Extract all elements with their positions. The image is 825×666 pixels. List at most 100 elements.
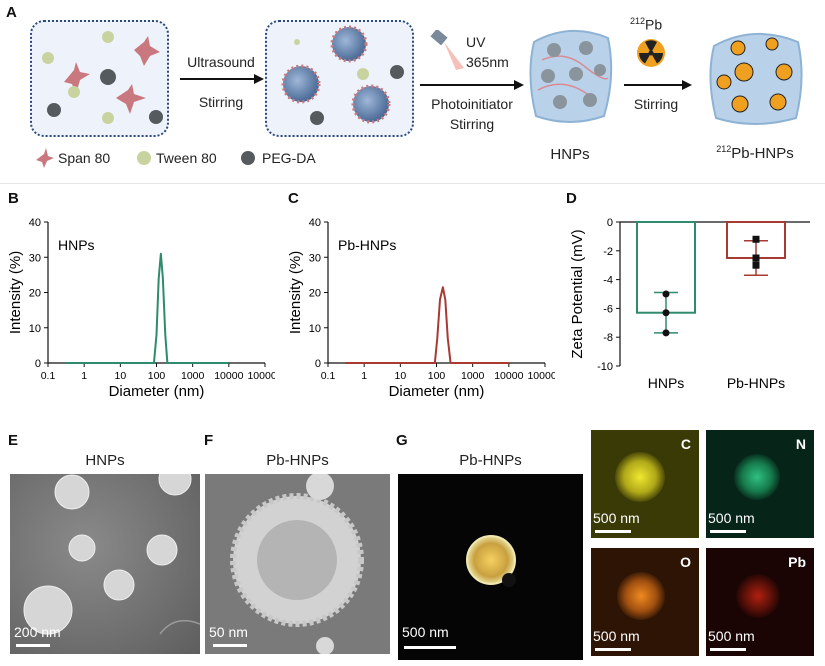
y-tick-label: -2 — [603, 246, 613, 258]
x-tick-label: 1000 — [181, 370, 205, 382]
tem-particles — [23, 474, 200, 635]
y-tick-label: 10 — [309, 323, 321, 335]
y-axis-label: Intensity (%) — [287, 251, 304, 334]
y-tick-label: 0 — [607, 217, 613, 229]
data-point — [752, 235, 760, 243]
map-element-label: Pb — [788, 554, 806, 570]
tem-particle-closeup — [230, 474, 364, 654]
map-element-label: O — [680, 554, 691, 570]
x-tick-label: 100000 — [247, 370, 275, 382]
legend-span80: Span 80 — [58, 150, 111, 166]
map-signal — [736, 574, 780, 618]
tween80-bead-icons — [42, 31, 114, 124]
panel-f-title: Pb-HNPs — [266, 452, 329, 469]
x-tick-label: 10 — [394, 370, 406, 382]
tem-image-e: 200 nm — [10, 474, 200, 654]
x-axis-label: Diameter (nm) — [109, 383, 205, 400]
y-tick-label: 40 — [29, 217, 41, 229]
scale-bar — [710, 648, 746, 651]
scale-bar — [595, 530, 631, 533]
step2-stirring-text: Stirring — [449, 116, 495, 132]
legend-tween80: Tween 80 — [156, 150, 217, 166]
x-tick-label: 10000 — [494, 370, 523, 382]
pegda-sphere-icons — [47, 69, 163, 124]
step1-bottom-text: Stirring — [198, 94, 244, 110]
product-pb-name: Pb-HNPs — [731, 145, 794, 162]
eds-map-pb: Pb 500 nm — [706, 548, 814, 656]
scale-label-e: 200 nm — [14, 624, 61, 640]
precursor-box — [30, 20, 169, 137]
y-tick-label: 40 — [309, 217, 321, 229]
pb-hnp-hydrogel-icon — [709, 33, 803, 125]
eds-map-c: C 500 nm — [591, 430, 699, 538]
panel-g-title: Pb-HNPs — [459, 452, 522, 469]
map-scale-label: 500 nm — [708, 510, 755, 526]
map-scale-label: 500 nm — [593, 628, 640, 644]
chart-annotation: HNPs — [58, 237, 95, 253]
pb212-symbol: Pb — [645, 16, 663, 33]
x-tick-label: 0.1 — [321, 370, 336, 382]
x-tick-label: 1 — [361, 370, 367, 382]
uv-label: UV — [466, 34, 486, 50]
eds-overlay-particle — [466, 535, 516, 587]
uv-lamp-icon — [430, 30, 464, 70]
scale-bar — [710, 530, 746, 533]
pb212-mass-number: 212 — [630, 16, 646, 26]
scale-label-g: 500 nm — [402, 624, 449, 640]
x-tick-label: 10 — [114, 370, 126, 382]
eds-map-n: N 500 nm — [706, 430, 814, 538]
panel-label-g: G — [396, 432, 408, 449]
precursor-molecules — [42, 31, 163, 124]
legend-pegda: PEG-DA — [262, 150, 316, 166]
hnp-hydrogel-icon — [529, 29, 613, 123]
arrow-right-icon — [624, 80, 692, 90]
chart-c-dls: 0 10 20 30 40 0.1 1 10 100 1000 10000 100000 Diamete… — [287, 217, 555, 400]
scale-bar — [16, 644, 50, 647]
scale-bar — [404, 646, 456, 649]
y-tick-label: 20 — [29, 288, 41, 300]
map-signal — [615, 452, 665, 502]
data-point — [662, 329, 670, 337]
panel-label-e: E — [8, 432, 19, 449]
panel-label-a: A — [6, 4, 17, 21]
tween80-legend-icon — [137, 151, 151, 165]
eds-map-o: O 500 nm — [591, 548, 699, 656]
y-tick-label: -10 — [597, 361, 613, 373]
micelle-particles — [281, 25, 404, 125]
y-tick-label: -8 — [603, 332, 613, 344]
y-tick-label: 0 — [35, 358, 41, 370]
y-tick-label: 30 — [309, 252, 321, 264]
chart-d-zeta: 0 -2 -4 -6 -8 -10 Zeta Potential (mV) HNPs Pb-HN… — [569, 217, 810, 391]
scale-bar — [595, 648, 631, 651]
map-scale-label: 500 nm — [593, 510, 640, 526]
span80-legend-icon — [36, 148, 54, 168]
micelle-icons — [281, 25, 391, 124]
data-point — [752, 254, 760, 262]
data-point — [662, 290, 670, 298]
x-category-label: Pb-HNPs — [727, 375, 785, 391]
map-element-label: C — [680, 436, 691, 452]
x-tick-label: 10000 — [214, 370, 243, 382]
pegda-legend-icon — [241, 151, 255, 165]
map-signal — [734, 454, 780, 500]
x-axis-label: Diameter (nm) — [389, 383, 485, 400]
y-tick-label: -6 — [603, 303, 613, 315]
micelle-box — [265, 20, 414, 137]
photoinitiator-text: Photoinitiator — [431, 96, 513, 112]
divider — [0, 183, 825, 184]
panel-e-title: HNPs — [85, 452, 125, 469]
map-scale-label: 500 nm — [708, 628, 755, 644]
data-point — [752, 261, 760, 269]
tem-image-f: 50 nm — [205, 474, 390, 654]
panel-label-f: F — [204, 432, 214, 449]
x-tick-label: 1 — [81, 370, 87, 382]
x-tick-label: 0.1 — [41, 370, 56, 382]
eds-overlay-image: 500 nm — [398, 474, 583, 660]
product-hnps-label: HNPs — [550, 146, 590, 163]
series-line — [65, 252, 229, 364]
uv-wavelength: 365nm — [466, 54, 509, 70]
x-tick-label: 100000 — [527, 370, 555, 382]
y-tick-label: 10 — [29, 323, 41, 335]
x-category-label: HNPs — [648, 375, 685, 391]
scale-label-f: 50 nm — [209, 624, 248, 640]
